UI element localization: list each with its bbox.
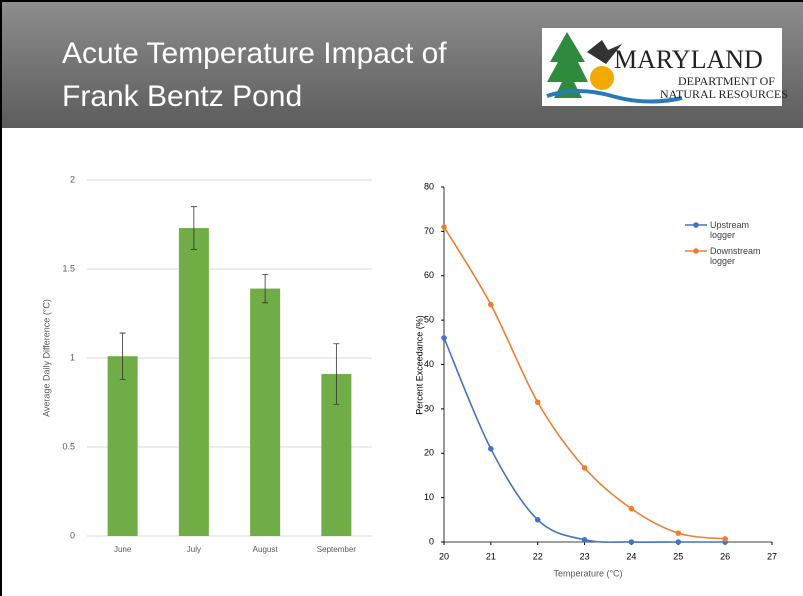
slide-title: Acute Temperature Impact of Frank Bentz … <box>62 37 447 113</box>
x-axis-label: Temperature (°C) <box>553 568 622 578</box>
legend-marker <box>693 222 699 228</box>
logo-tree <box>547 32 588 98</box>
logo-water <box>546 89 683 104</box>
y-tick-label: 1.5 <box>62 263 75 273</box>
error-bar <box>333 343 340 405</box>
series-line <box>443 337 726 543</box>
point <box>534 399 541 406</box>
y-axis-label: Average Daily Difference (°C) <box>41 299 51 417</box>
x-tick-label: 21 <box>486 551 496 561</box>
x-tick-label: 26 <box>720 551 730 561</box>
logo-line: DEPARTMENT OF <box>678 74 775 88</box>
legend-marker <box>693 248 699 254</box>
point <box>675 530 682 536</box>
legend-label: Upstream logger <box>710 220 750 240</box>
point <box>675 539 682 545</box>
x-tick-label: June <box>114 545 132 554</box>
x-tick-label: August <box>253 545 279 554</box>
x-tick-label: July <box>187 545 201 554</box>
point <box>628 539 635 545</box>
x-tick-label: 20 <box>439 551 449 561</box>
y-axis-label: Percent Exceedance (%) <box>414 315 424 415</box>
point <box>441 335 447 341</box>
y-tick-label: 40 <box>424 359 434 369</box>
point <box>488 301 494 308</box>
x-tick-label: 22 <box>533 551 543 561</box>
logo-sun <box>590 66 614 90</box>
x-tick-label: 25 <box>673 551 683 561</box>
series-line <box>443 226 726 540</box>
y-tick-label: 20 <box>424 448 434 458</box>
point <box>441 224 447 230</box>
logo-bird <box>587 40 622 64</box>
y-tick-label: 0 <box>70 530 75 540</box>
y-tick-label: 70 <box>424 226 434 236</box>
y-tick-label: 10 <box>424 492 434 502</box>
logo-name: MARYLAND <box>614 45 763 74</box>
point <box>581 465 588 471</box>
y-tick-label: 30 <box>424 403 434 413</box>
bar <box>107 356 138 536</box>
error-bar <box>262 273 269 304</box>
point <box>488 446 494 452</box>
logo: MARYLAND DEPARTMENT OF NATURAL RESOURCES <box>542 28 788 106</box>
y-tick-label: 80 <box>424 181 434 191</box>
y-tick-label: 0 <box>429 536 434 546</box>
y-tick-label: 50 <box>424 315 434 325</box>
y-tick-label: 1 <box>70 352 75 362</box>
y-tick-label: 0.5 <box>62 441 75 451</box>
point <box>581 536 588 543</box>
point <box>534 517 541 523</box>
point <box>628 505 635 512</box>
legend-label: Downstream logger <box>710 246 761 266</box>
y-tick-label: 60 <box>424 270 434 280</box>
point <box>722 536 728 542</box>
logo-line: NATURAL RESOURCES <box>660 87 788 101</box>
bar <box>250 288 281 536</box>
y-tick-label: 2 <box>70 174 75 184</box>
error-bar <box>119 332 126 380</box>
error-bar <box>190 206 197 250</box>
x-tick-label: 27 <box>767 551 777 561</box>
x-tick-label: September <box>317 545 356 554</box>
x-tick-label: 23 <box>580 551 590 561</box>
x-tick-label: 24 <box>626 551 636 561</box>
bar <box>178 228 209 536</box>
